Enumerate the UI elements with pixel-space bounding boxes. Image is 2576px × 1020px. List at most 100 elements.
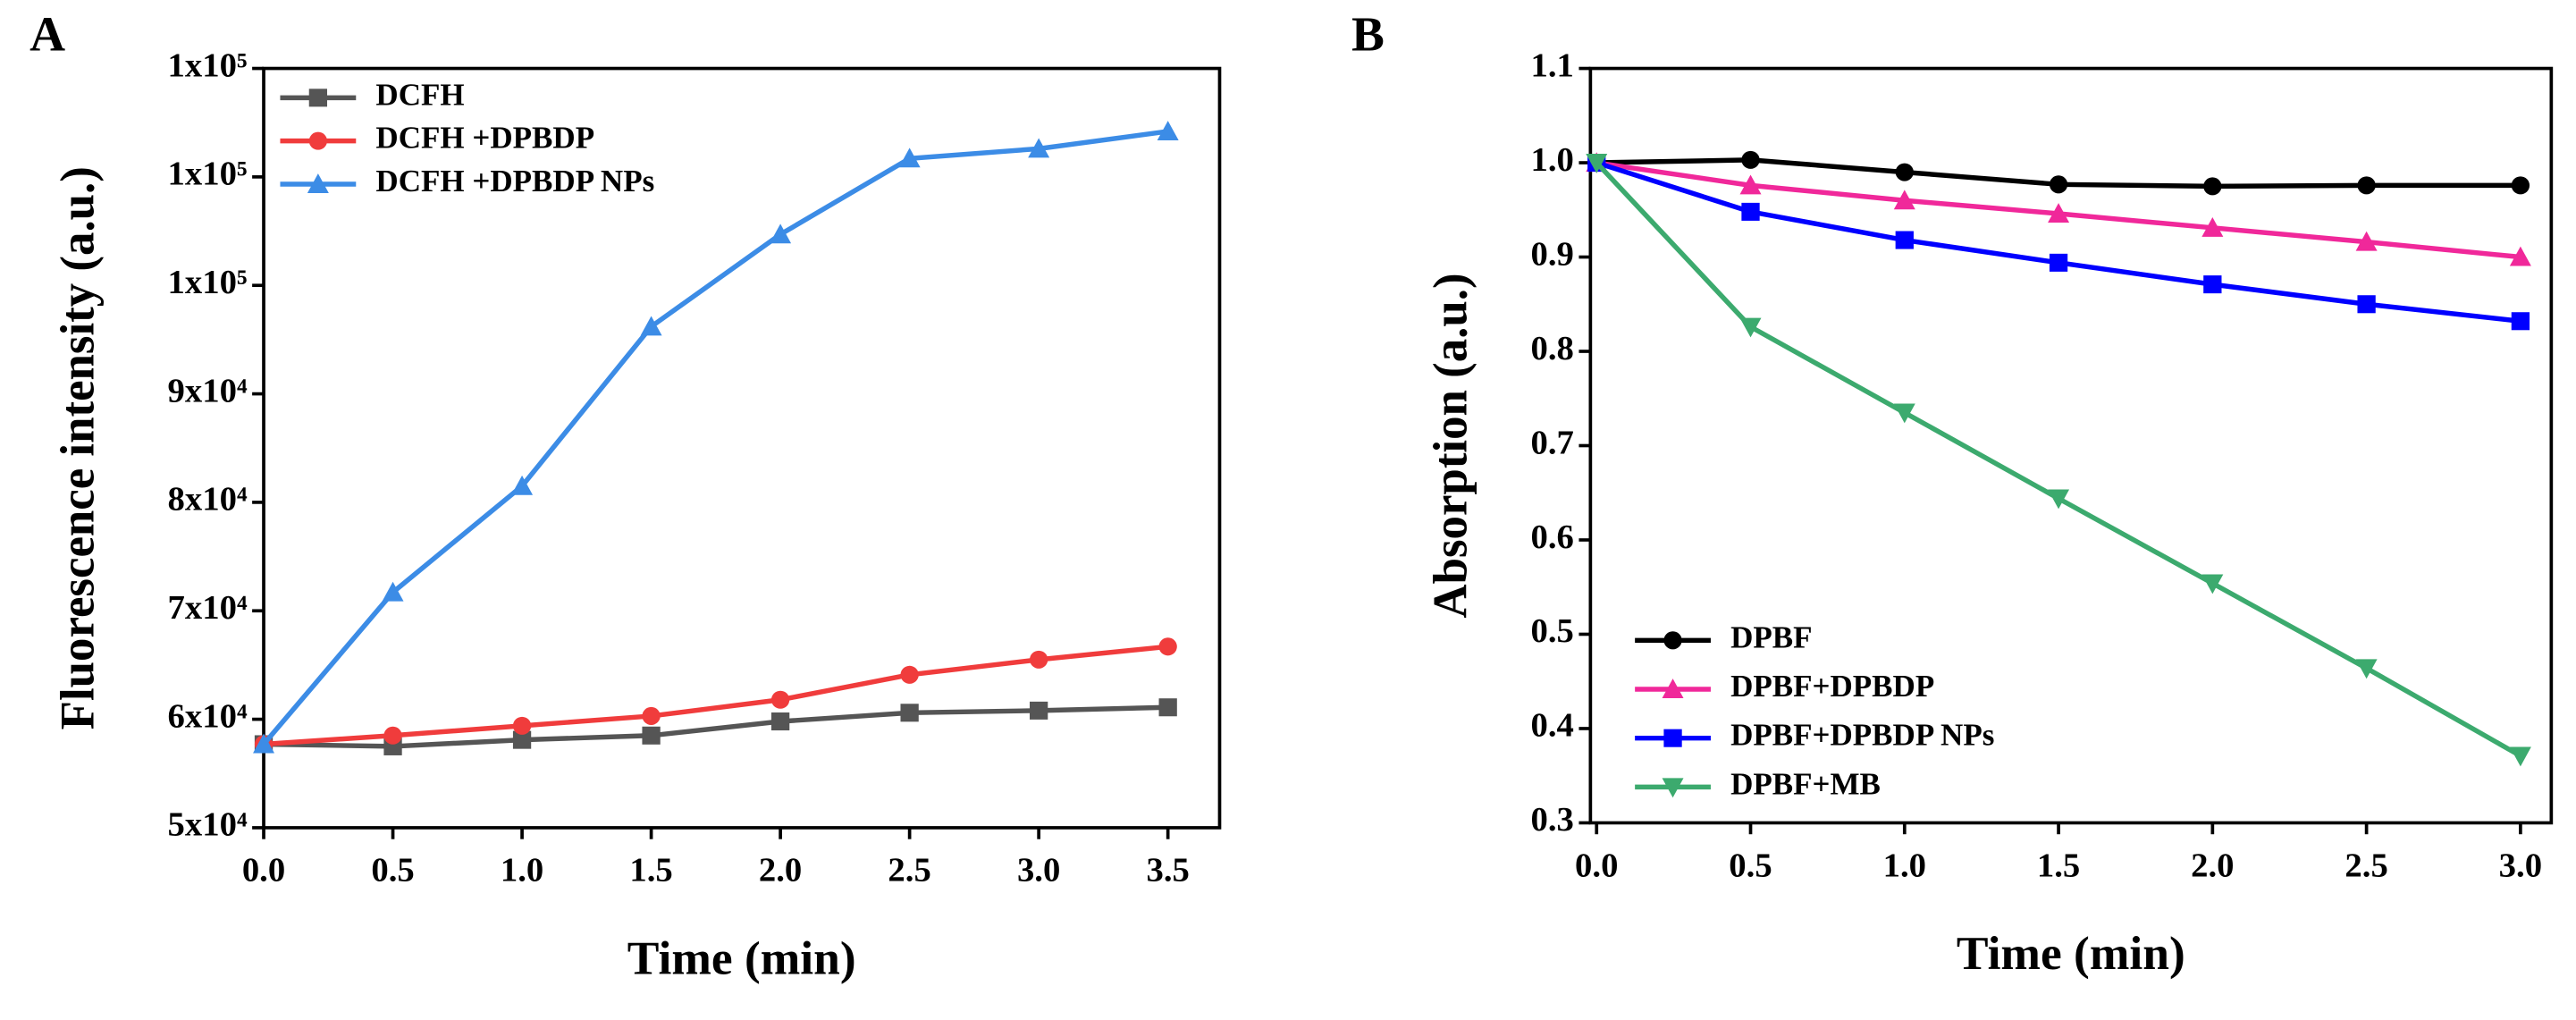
marker [512,716,532,735]
marker [1028,138,1050,158]
marker [642,726,661,745]
marker [1663,631,1682,650]
marker [2201,574,2224,594]
x-tick-label: 0.5 [371,852,414,889]
y-tick-label: 1.0 [1531,141,1574,179]
x-axis-label: Time (min) [627,933,856,985]
legend-label: DCFH [375,77,464,112]
x-tick-label: 2.0 [759,852,802,889]
marker [512,730,532,749]
marker [1158,637,1177,656]
marker [2357,176,2376,195]
marker [2509,246,2531,266]
x-tick-label: 0.5 [1729,847,1772,884]
marker [382,581,404,602]
marker [1030,701,1048,720]
y-tick-label: 8x10⁴ [168,481,248,518]
y-tick-label: 9x10⁴ [168,373,248,410]
series-line [263,704,1168,749]
y-tick-label: 7x10⁴ [168,589,248,627]
y-tick-label: 0.4 [1531,707,1574,745]
marker [2049,253,2068,272]
marker [1893,190,1915,210]
x-tick-label: 2.0 [2191,847,2234,884]
x-tick-label: 1.5 [2037,847,2080,884]
marker [2203,275,2222,294]
marker [307,173,329,193]
marker [1662,778,1684,798]
marker [308,131,328,150]
x-tick-label: 2.5 [2344,847,2387,884]
x-tick-label: 3.0 [1017,852,1060,889]
x-tick-label: 0.0 [242,852,285,889]
y-tick-label: 1x10⁵ [168,156,248,193]
marker [1662,679,1684,699]
marker [1741,202,1760,221]
x-tick-label: 2.5 [888,852,930,889]
marker [1030,650,1048,669]
marker [640,316,662,336]
legend-label: DPBF+DPBDP [1730,669,1934,704]
series-line [263,644,1168,747]
y-tick-label: 1.1 [1531,47,1574,85]
marker [2511,176,2530,195]
marker [383,726,402,745]
marker [1586,154,1608,173]
marker [1893,403,1915,424]
y-tick-label: 0.5 [1531,612,1574,650]
y-tick-label: 1x10⁵ [168,47,248,85]
marker [900,704,919,722]
series-line [261,129,1169,746]
marker [770,690,790,709]
plot-frame [262,66,1222,830]
marker [1739,317,1762,338]
y-tick-label: 6x10⁴ [168,698,248,736]
y-tick-label: 0.7 [1531,424,1574,461]
y-axis-label: Absorption (a.u.) [1425,273,1477,618]
panel-label: B [1351,7,1385,62]
marker [2355,659,2378,679]
legend-label: DPBF+DPBDP NPs [1730,718,1994,753]
y-tick-label: 0.8 [1531,330,1574,367]
y-tick-label: 5x10⁴ [168,806,248,844]
marker [2049,175,2068,194]
marker [308,89,328,107]
marker [2357,295,2376,314]
y-axis-label: Fluorescence intensity (a.u.) [52,166,104,729]
marker [900,665,919,684]
series-line [1595,161,2522,758]
marker [2048,489,2070,510]
marker [2201,216,2224,237]
marker [1663,729,1682,747]
x-tick-label: 1.0 [501,852,543,889]
legend-label: DPBF [1730,620,1812,654]
marker [1741,150,1760,169]
marker [253,733,275,754]
marker [770,712,790,731]
y-tick-label: 0.6 [1531,518,1574,556]
marker [2509,746,2531,767]
marker [1895,231,1914,249]
marker [1895,163,1914,181]
marker [1157,121,1179,140]
marker [642,706,661,725]
marker [898,148,921,168]
legend-label: DCFH +DPBDP NPs [375,164,654,198]
x-tick-label: 3.0 [2499,847,2542,884]
x-axis-label: Time (min) [1957,928,2185,980]
marker [2511,312,2530,331]
marker [1739,174,1762,195]
y-tick-label: 0.3 [1531,801,1574,839]
marker [770,223,792,244]
marker [2355,231,2378,251]
y-tick-label: 1x10⁵ [168,264,248,301]
x-tick-label: 0.0 [1575,847,1618,884]
legend-label: DPBF+MB [1730,766,1881,801]
marker [2048,203,2070,223]
marker [1158,698,1177,717]
y-tick-label: 0.9 [1531,235,1574,273]
x-tick-label: 3.5 [1146,852,1189,889]
x-tick-label: 1.0 [1883,847,1926,884]
